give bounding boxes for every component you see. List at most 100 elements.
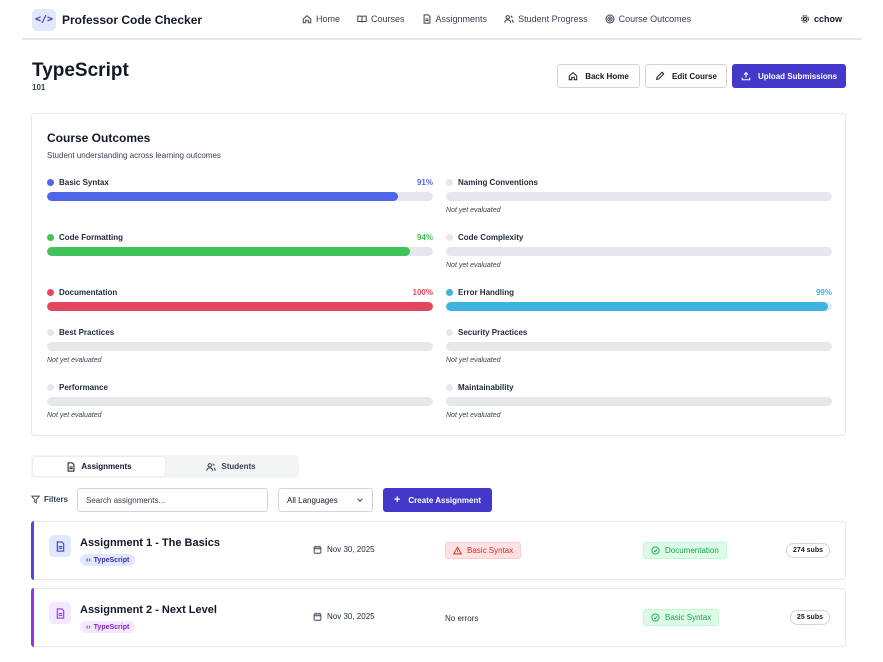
tab-students[interactable]: Students xyxy=(165,457,297,476)
upload-icon xyxy=(741,71,751,81)
code-logo-icon[interactable]: </> xyxy=(32,9,56,31)
due-date: Nov 30, 2025 xyxy=(313,612,375,621)
assignment-row[interactable]: Assignment 1 - The Basics ‹› TypeScript … xyxy=(31,521,846,580)
outcome-code-complexity: Code Complexity Not yet evaluated xyxy=(446,231,832,269)
nav-item-course-outcomes[interactable]: Course Outcomes xyxy=(605,14,692,24)
progress-track xyxy=(47,302,433,311)
assignment-title[interactable]: Assignment 2 - Next Level xyxy=(80,604,217,616)
outcome-code-formatting: Code Formatting 94% xyxy=(47,231,433,256)
nav-item-label: Course Outcomes xyxy=(618,14,692,24)
progress-track xyxy=(446,397,832,406)
status-dot xyxy=(47,328,54,336)
home-icon xyxy=(302,14,312,24)
assignment-icon-box xyxy=(49,602,71,624)
status-dot xyxy=(47,233,54,241)
outcome-name: Code Formatting xyxy=(59,232,123,242)
app-name[interactable]: Professor Code Checker xyxy=(62,13,203,27)
code-icon: ‹› xyxy=(86,623,91,631)
nav-item-assignments[interactable]: Assignments xyxy=(422,14,488,24)
outcome-error-handling: Error Handling 99% xyxy=(446,286,832,311)
course-outcomes-card: Course Outcomes Student understanding ac… xyxy=(31,113,846,436)
upload-submissions-button[interactable]: Upload Submissions xyxy=(732,64,846,88)
outcome-name: Performance xyxy=(59,382,108,392)
target-icon xyxy=(605,14,615,24)
due-date-text: Nov 30, 2025 xyxy=(327,612,375,621)
view-tabs: Assignments Students xyxy=(31,455,299,478)
nav-links: Home Courses Assignments Student Progres… xyxy=(302,14,691,24)
strength-badge-label: Documentation xyxy=(665,546,719,555)
outcome-percent: 94% xyxy=(416,232,433,242)
strength-badge: Basic Syntax xyxy=(643,609,720,626)
progress-fill xyxy=(446,302,829,311)
not-evaluated-note: Not yet evaluated xyxy=(446,207,501,214)
outcomes-title: Course Outcomes xyxy=(47,131,151,145)
progress-track xyxy=(47,247,433,256)
language-select-value: All Languages xyxy=(287,495,338,505)
users-icon xyxy=(206,462,217,471)
top-nav: </> Professor Code Checker Home Courses … xyxy=(22,0,862,40)
nav-item-student-progress[interactable]: Student Progress xyxy=(504,14,588,24)
nav-item-label: Assignments xyxy=(435,14,488,24)
outcome-name: Documentation xyxy=(59,287,118,297)
status-dot xyxy=(47,383,54,391)
file-icon xyxy=(423,14,430,24)
nav-item-label: Home xyxy=(316,14,341,24)
outcome-basic-syntax: Basic Syntax 91% xyxy=(47,176,433,201)
file-icon xyxy=(67,461,75,472)
assignment-title[interactable]: Assignment 1 - The Basics xyxy=(80,537,220,549)
outcome-name: Maintainability xyxy=(458,382,514,392)
search-input[interactable] xyxy=(77,488,268,512)
strength-badge: Documentation xyxy=(643,542,727,559)
status-dot xyxy=(446,383,453,391)
outcome-name: Naming Conventions xyxy=(458,177,539,187)
status-dot xyxy=(446,288,453,296)
progress-track xyxy=(47,192,433,201)
outcome-best-practices: Best Practices Not yet evaluated xyxy=(47,326,433,364)
submissions-count: 274 subs xyxy=(786,543,830,558)
not-evaluated-note: Not yet evaluated xyxy=(446,412,501,419)
chevron-down-icon xyxy=(357,498,363,502)
not-evaluated-note: Not yet evaluated xyxy=(47,357,102,364)
file-icon xyxy=(56,540,64,552)
progress-track xyxy=(446,342,832,351)
error-badge-label: Basic Syntax xyxy=(467,546,514,555)
progress-track xyxy=(446,302,832,311)
outcome-maintainability: Maintainability Not yet evaluated xyxy=(446,381,832,419)
status-dot xyxy=(446,178,453,186)
outcome-security-practices: Security Practices Not yet evaluated xyxy=(446,326,832,364)
home-icon xyxy=(568,71,578,81)
language-tag-label: TypeScript xyxy=(93,623,130,631)
assignment-row[interactable]: Assignment 2 - Next Level ‹› TypeScript … xyxy=(31,588,846,647)
plus-icon: + xyxy=(393,494,401,506)
filter-icon xyxy=(31,495,40,504)
nav-item-label: Courses xyxy=(371,14,405,24)
filters-label: Filters xyxy=(31,495,68,504)
users-icon xyxy=(504,15,514,23)
tab-assignments[interactable]: Assignments xyxy=(33,457,165,476)
user-name: cchow xyxy=(813,14,842,24)
user-menu[interactable]: cchow xyxy=(800,14,842,24)
row-accent xyxy=(31,588,34,647)
nav-item-label: Student Progress xyxy=(518,14,588,24)
progress-fill xyxy=(47,192,399,201)
outcome-name: Best Practices xyxy=(59,327,115,337)
outcome-naming-conventions: Naming Conventions Not yet evaluated xyxy=(446,176,832,214)
progress-track xyxy=(47,342,433,351)
status-dot xyxy=(47,178,54,186)
outcome-documentation: Documentation 100% xyxy=(47,286,433,311)
outcome-performance: Performance Not yet evaluated xyxy=(47,381,433,419)
outcome-name: Security Practices xyxy=(458,327,528,337)
progress-fill xyxy=(47,302,433,311)
back-home-button[interactable]: Back Home xyxy=(557,64,640,88)
language-tag-label: TypeScript xyxy=(93,556,130,564)
nav-item-home[interactable]: Home xyxy=(302,14,340,24)
outcome-name: Error Handling xyxy=(458,287,515,297)
nav-item-courses[interactable]: Courses xyxy=(357,14,405,24)
language-tag: ‹› TypeScript xyxy=(80,554,136,566)
due-date-text: Nov 30, 2025 xyxy=(327,545,375,554)
edit-course-button[interactable]: Edit Course xyxy=(645,64,727,88)
create-assignment-button[interactable]: + Create Assignment xyxy=(383,488,492,512)
create-assignment-label: Create Assignment xyxy=(408,495,482,505)
outcome-name: Code Complexity xyxy=(458,232,524,242)
language-select[interactable]: All Languages xyxy=(278,488,373,512)
